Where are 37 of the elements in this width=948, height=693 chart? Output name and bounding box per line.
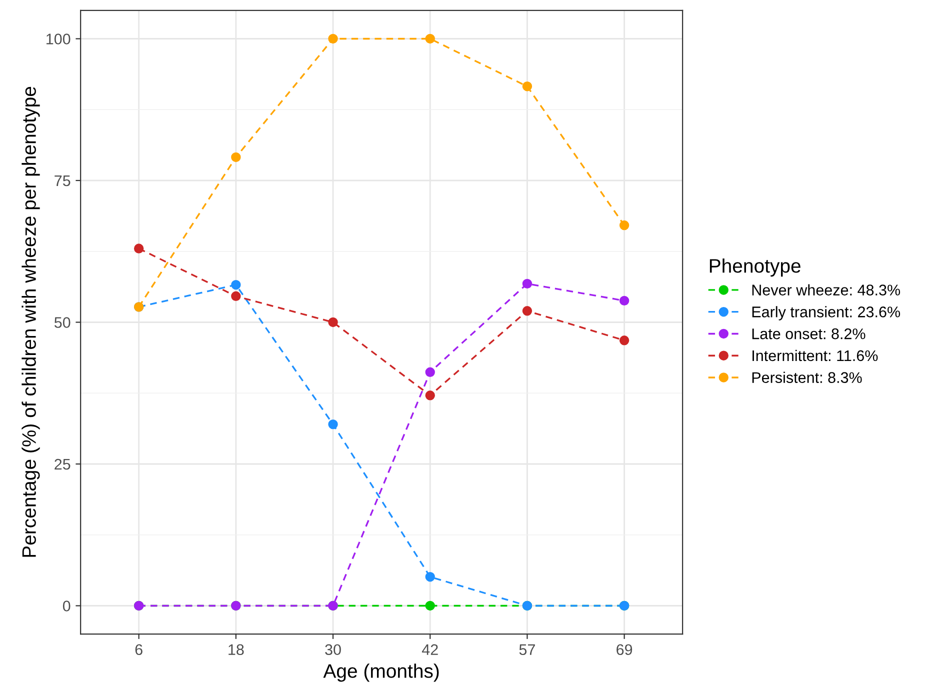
point — [231, 152, 241, 162]
point — [328, 34, 338, 44]
point — [134, 244, 144, 254]
x-axis-title: Age (months) — [323, 664, 439, 682]
legend-label: Persistent: 8.3% — [752, 372, 862, 383]
x-tick-label: 57 — [519, 644, 535, 656]
point — [328, 317, 338, 328]
point — [425, 572, 435, 582]
point — [522, 306, 532, 316]
x-tick-label: 6 — [135, 644, 142, 656]
y-tick-label: 100 — [46, 34, 70, 44]
y-tick-label: 75 — [54, 176, 70, 186]
y-axis-title: Percentage (%) of children with wheeze per phenotype — [22, 86, 40, 557]
y-tick-label: 25 — [54, 458, 70, 470]
legend-label: Early transient: 23.6% — [752, 306, 900, 320]
y-tick-label: 0 — [62, 600, 70, 612]
x-tick-label: 69 — [616, 644, 632, 656]
point — [425, 600, 435, 611]
x-tick-label: 42 — [422, 644, 438, 655]
point — [328, 419, 338, 430]
legend-title: Phenotype — [710, 258, 800, 277]
point — [425, 390, 435, 400]
point — [522, 278, 532, 289]
point — [619, 336, 630, 346]
legend-label: Never wheeze: 48.3% — [752, 284, 900, 296]
point — [231, 280, 241, 290]
point — [619, 220, 630, 230]
legend-label: Late onset: 8.2% — [752, 328, 866, 340]
y-tick-label: 50 — [54, 317, 70, 328]
point — [522, 82, 532, 92]
point — [619, 296, 630, 306]
point — [425, 34, 435, 44]
legend-label: Intermittent: 11.6% — [752, 350, 878, 362]
point — [425, 367, 435, 378]
point — [231, 291, 241, 302]
x-tick-label: 30 — [325, 644, 341, 656]
x-tick-label: 18 — [228, 644, 244, 656]
